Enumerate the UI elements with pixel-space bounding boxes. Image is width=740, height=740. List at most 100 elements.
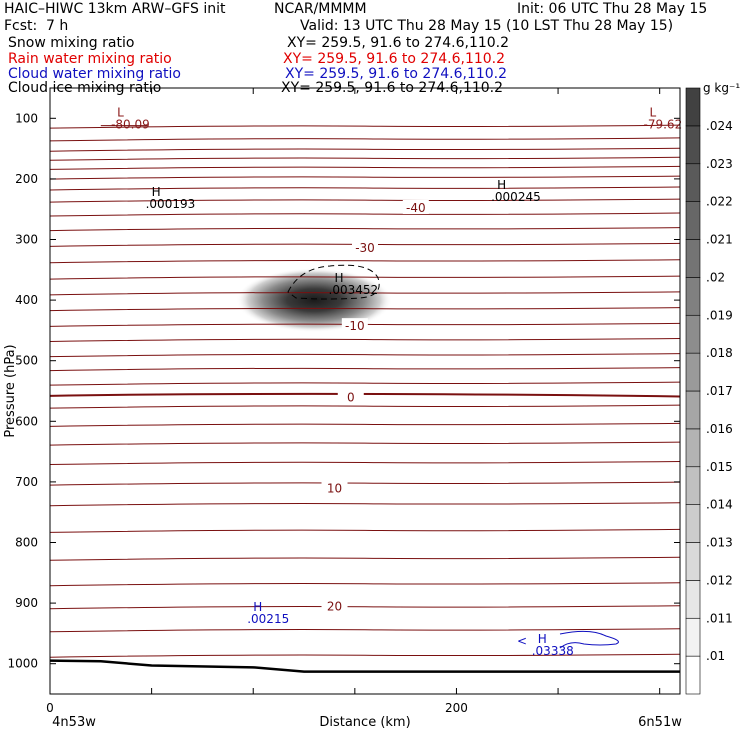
y-tick-label: 1000 [7,657,38,671]
isotherm-line [49,165,681,170]
isotherm-line [49,353,681,358]
isotherm-line [49,186,681,191]
colorbar-tick-label: .018 [706,346,733,360]
x-tick-label: 0 [46,701,54,715]
colorbar-segment [685,428,701,468]
plot-frame [49,87,681,695]
colorbar-segment [685,390,701,430]
isotherm-line [49,481,681,486]
y-tick-label: 500 [15,354,38,368]
isotherm-line [49,367,681,372]
extremum-mark: H [538,632,547,646]
isotherm-line [49,198,681,203]
isotherm-line [49,381,681,386]
isotherm-line [49,404,681,409]
y-tick-label: 300 [15,233,38,247]
extremum-value: -79.62 [644,117,683,131]
freezing-level-line [49,392,681,398]
colorbar-segment [685,201,701,240]
isotherm-line [49,259,681,264]
isotherm-label: -40 [406,201,426,215]
field-snow-xy: XY= 259.5, 91.6 to 274.6,110.2 [287,35,510,51]
contour-label-bg [352,239,378,254]
colorbar-tick-label: .022 [706,195,733,209]
colorbar-segment [685,504,701,543]
extremum-mark: L [117,105,124,119]
isotherm-line [49,147,681,152]
extremum-value: .00215 [247,612,289,626]
contour-label-bg [337,389,364,404]
x-tick-label: 200 [445,701,468,715]
colorbar-segment [685,655,701,695]
extremum-mark: H [152,185,161,199]
colorbar-segment [685,277,701,316]
colorbar-segment [685,580,701,619]
fcst-value: 7 h [46,18,69,34]
extremum-mark: H [335,271,344,285]
colorbar-segment [685,542,701,581]
isotherm-label: 10 [327,482,342,496]
colorbar-segment [685,466,701,505]
isotherm-line [49,605,681,610]
cloud-water-contour [559,630,619,649]
colorbar-segment [685,352,701,392]
isotherm-label: 20 [327,600,342,614]
isotherm-line [49,275,681,280]
colorbar-tick-label: .021 [706,233,733,247]
isotherm-line [49,422,681,427]
x-start-label: 4n53w [52,715,96,730]
isotherm-label: 0 [347,391,355,405]
title-left: HAIC–HIWC 13km ARW–GFS init [4,1,226,17]
terrain-line [49,659,680,673]
x-axis-label: Distance (km) [319,715,410,730]
field-rain-name: Rain water mixing ratio [8,51,172,67]
colorbar-tick-label: .011 [706,611,733,625]
init-time: Init: 06 UTC Thu 28 May 15 [517,1,708,17]
isotherm-line [49,291,681,296]
y-tick-label: 800 [15,536,38,550]
field-snow-name: Snow mixing ratio [8,35,135,51]
extremum-mark: H [497,178,506,192]
colorbar-tick-label: .02 [706,270,725,284]
isotherm-line [49,175,681,180]
fcst-label: Fcst: [4,18,38,34]
isotherm-line [49,556,681,561]
extremum-value: .003452 [329,283,379,297]
colorbar-segment [685,314,701,354]
colorbar-segment [685,87,701,127]
snow-mixing-shading [236,268,393,333]
field-rain-xy: XY= 259.5, 91.6 to 274.6,110.2 [283,51,506,67]
y-tick-label: 900 [15,596,38,610]
colorbar-unit: g kg⁻¹ [703,81,740,95]
isotherm-line [49,337,681,342]
colorbar-tick-label: .01 [706,649,725,663]
org-label: NCAR/MMMM [274,1,367,17]
colorbar-tick-label: .016 [706,422,733,436]
extremum-value: -80.09 [111,117,150,131]
isotherm-line [49,653,681,658]
y-tick-label: 400 [15,293,38,307]
colorbar-tick-label: .012 [706,573,733,587]
field-cloudwater-xy: XY= 259.5, 91.6 to 274.6,110.2 [285,66,508,82]
y-axis-label: Pressure (hPa) [3,344,18,437]
isotherm-line [49,441,681,446]
contour-label-bg [402,199,429,214]
contour-label-bg [321,480,348,495]
cloud-ice-contour [287,264,380,300]
extremum-mark: H [253,600,262,614]
isotherm-line [49,212,681,217]
isotherm-line [49,502,681,507]
colorbar-tick-label: .013 [706,536,733,550]
colorbar-tick-label: .015 [706,460,733,474]
isotherm-line [49,307,681,312]
extremum-value: .000193 [146,197,196,211]
isotherm-line [49,137,681,142]
isotherm-line [49,582,681,587]
colorbar-tick-label: .014 [706,498,733,512]
colorbar-segment [685,163,701,202]
isotherm-line [49,156,681,161]
field-cloudwater-name: Cloud water mixing ratio [8,66,181,82]
isotherm-line [49,628,681,633]
extremum-value: .03338 [532,644,574,658]
